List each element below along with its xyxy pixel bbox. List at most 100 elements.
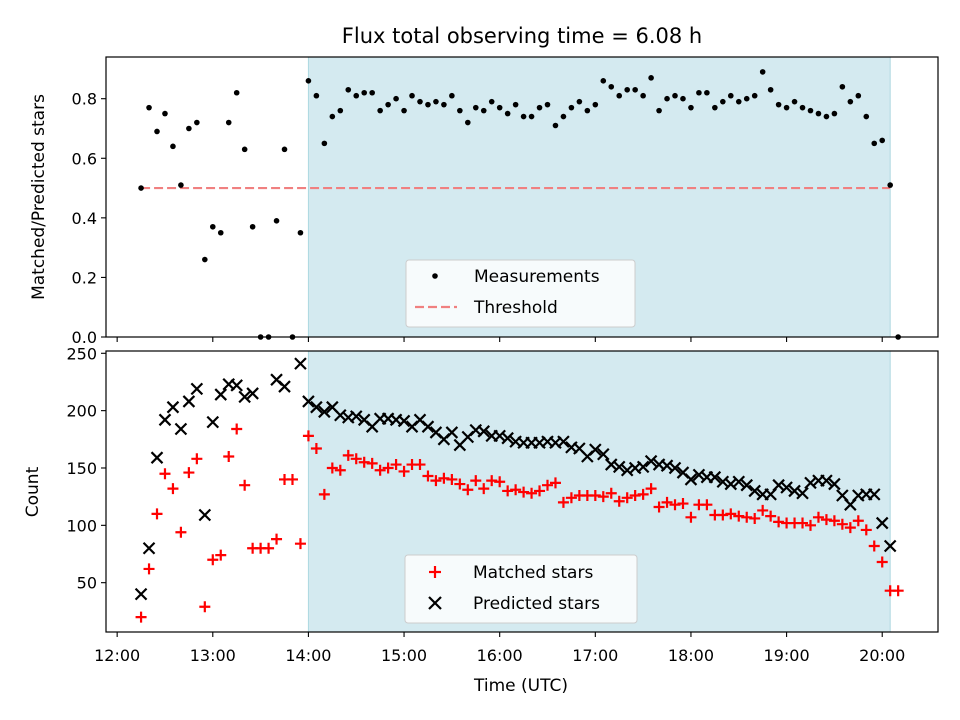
matched-stars-point	[645, 483, 657, 495]
measurements-point	[202, 256, 208, 263]
matched-stars-point	[231, 423, 243, 435]
predicted-stars-point	[748, 484, 761, 498]
matched-stars-point	[350, 453, 362, 465]
measurements-point	[146, 104, 152, 111]
matched-stars-point	[454, 478, 466, 490]
measurements-point	[815, 110, 822, 117]
predicted-stars-point	[796, 486, 809, 500]
predicted-stars-point	[660, 459, 674, 472]
matched-stars-point	[549, 477, 561, 489]
matched-stars-point	[757, 504, 769, 516]
measurements-point	[385, 101, 391, 108]
matched-stars-point	[653, 501, 665, 513]
matched-stars-point	[797, 517, 809, 529]
ratio-y-axis-label: Matched/Predicted stars	[29, 94, 49, 300]
matched-stars-point	[565, 492, 577, 504]
x-tick-label: 14:00	[285, 646, 331, 665]
matched-stars-point	[597, 491, 609, 503]
predicted-stars-point	[684, 473, 698, 486]
matched-stars-point	[860, 524, 872, 536]
measurements-point	[313, 92, 320, 99]
matched-stars-point	[143, 563, 155, 575]
measurements-point	[186, 125, 192, 132]
predicted-stars-point	[716, 475, 730, 489]
measurements-point	[568, 104, 575, 111]
predicted-stars-point	[302, 395, 315, 408]
measurements-point	[441, 101, 447, 108]
predicted-stars-point	[278, 380, 291, 393]
matched-stars-point	[557, 496, 569, 508]
count-axis-ticks: 50 100 150 200 250	[66, 344, 106, 593]
matched-stars-point	[510, 484, 522, 496]
measurements-point	[823, 113, 830, 120]
matched-stars-point	[828, 515, 840, 527]
measurements-point	[680, 95, 686, 102]
matched-stars-point	[271, 533, 283, 545]
predicted-stars-point	[557, 435, 570, 448]
measurements-point	[162, 110, 168, 117]
measurements-point	[194, 119, 200, 126]
measurements-point	[401, 107, 407, 114]
matched-stars-point	[263, 542, 275, 554]
predicted-legend-label: Predicted stars	[473, 594, 600, 614]
measurements-point	[751, 92, 758, 99]
y-tick-label: 50	[77, 574, 97, 593]
predicted-stars-point	[421, 420, 435, 433]
measurements-point	[369, 89, 375, 96]
predicted-stars-point	[883, 539, 897, 553]
measurement-points	[138, 69, 901, 340]
measurements-point	[664, 95, 670, 102]
measurements-point	[225, 119, 232, 126]
matched-stars-point	[741, 511, 753, 523]
matched-stars-point	[486, 475, 498, 487]
measurements-point	[743, 95, 750, 102]
matched-stars-point	[167, 483, 179, 495]
measurements-point	[847, 98, 854, 105]
predicted-stars-point	[310, 400, 323, 414]
predicted-stars-point	[804, 476, 817, 490]
measurements-point	[233, 89, 240, 96]
threshold-legend-label: Threshold	[473, 298, 558, 318]
measurements-legend-marker	[432, 273, 438, 279]
matched-stars-point	[765, 510, 777, 522]
measurements-point	[783, 104, 790, 111]
predicted-stars-point	[238, 390, 251, 404]
predicted-stars-point	[589, 443, 602, 456]
measurements-point	[560, 113, 567, 120]
matched-stars-point	[868, 540, 880, 552]
ratio-legend-box	[405, 259, 636, 328]
predicted-stars-point	[206, 415, 220, 429]
matched-stars-point	[669, 499, 681, 511]
matched-stars-point	[518, 486, 530, 498]
measurements-point	[305, 78, 312, 84]
measurements-point	[353, 92, 360, 99]
measurements-point	[600, 78, 607, 84]
matched-stars-point	[470, 475, 482, 487]
measurements-point	[138, 185, 144, 191]
matched-stars-point	[310, 442, 322, 454]
measurements-point	[863, 113, 870, 120]
measurements-point	[735, 98, 742, 105]
measurements-point	[154, 128, 160, 135]
x-tick-label: 15:00	[381, 646, 427, 665]
measurements-point	[640, 92, 646, 99]
measurements-legend-label: Measurements	[474, 267, 600, 287]
matched-stars-point	[733, 510, 745, 522]
matched-stars-point	[661, 496, 673, 508]
measurements-point	[632, 86, 638, 93]
measurements-point	[480, 107, 487, 114]
matched-stars-point	[701, 499, 713, 511]
matched-stars-point	[191, 453, 203, 465]
measurements-point	[536, 104, 543, 111]
measurements-point	[217, 229, 224, 236]
y-tick-label: 0.4	[72, 209, 97, 228]
matched-stars-point	[892, 585, 904, 597]
predicted-stars-point	[142, 541, 156, 555]
matched-stars-point	[852, 515, 864, 527]
predicted-stars-point	[182, 395, 196, 408]
measurements-point	[839, 83, 846, 90]
matched-stars-point	[542, 479, 554, 491]
matched-stars-point	[374, 464, 386, 476]
matched-stars-point	[804, 519, 816, 531]
